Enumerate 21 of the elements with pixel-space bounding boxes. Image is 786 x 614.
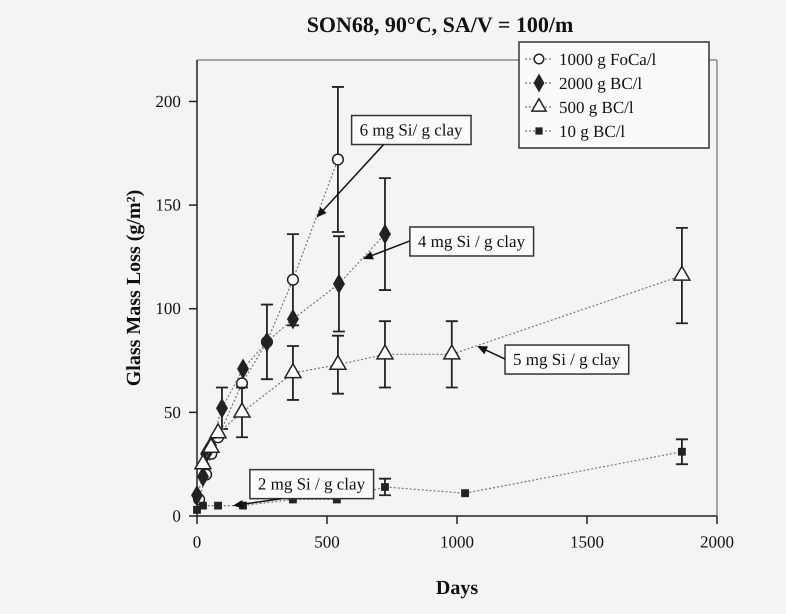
legend-label: 500 g BC/l [559, 98, 634, 117]
legend-label: 1000 g FoCa/l [559, 50, 657, 69]
x-axis-title: Days [436, 577, 478, 599]
annotation: 6 mg Si/ g clay [360, 120, 464, 140]
x-tick-label: 0 [192, 532, 202, 552]
annotation: 5 mg Si / g clay [513, 350, 621, 370]
y-axis-title: Glass Mass Loss (g/m²) [123, 190, 145, 386]
annotation: 4 mg Si / g clay [418, 232, 526, 251]
x-tick-label: 2000 [700, 532, 734, 552]
y-tick-label: 0 [172, 506, 181, 526]
y-tick-label: 150 [155, 196, 181, 215]
x-tick-label: 500 [314, 532, 340, 552]
y-tick-label: 100 [155, 299, 181, 318]
y-tick-label: 50 [164, 402, 181, 422]
legend-label: 10 g BC/l [559, 122, 626, 141]
chart-title: SON68, 90°C, SA/V = 100/m [306, 12, 574, 37]
x-tick-label: 1500 [570, 532, 604, 552]
x-tick-label: 1000 [440, 532, 474, 552]
legend-label: 2000 g BC/l [559, 74, 642, 93]
annotation: 2 mg Si / g clay [258, 474, 366, 494]
y-tick-label: 200 [155, 92, 181, 111]
